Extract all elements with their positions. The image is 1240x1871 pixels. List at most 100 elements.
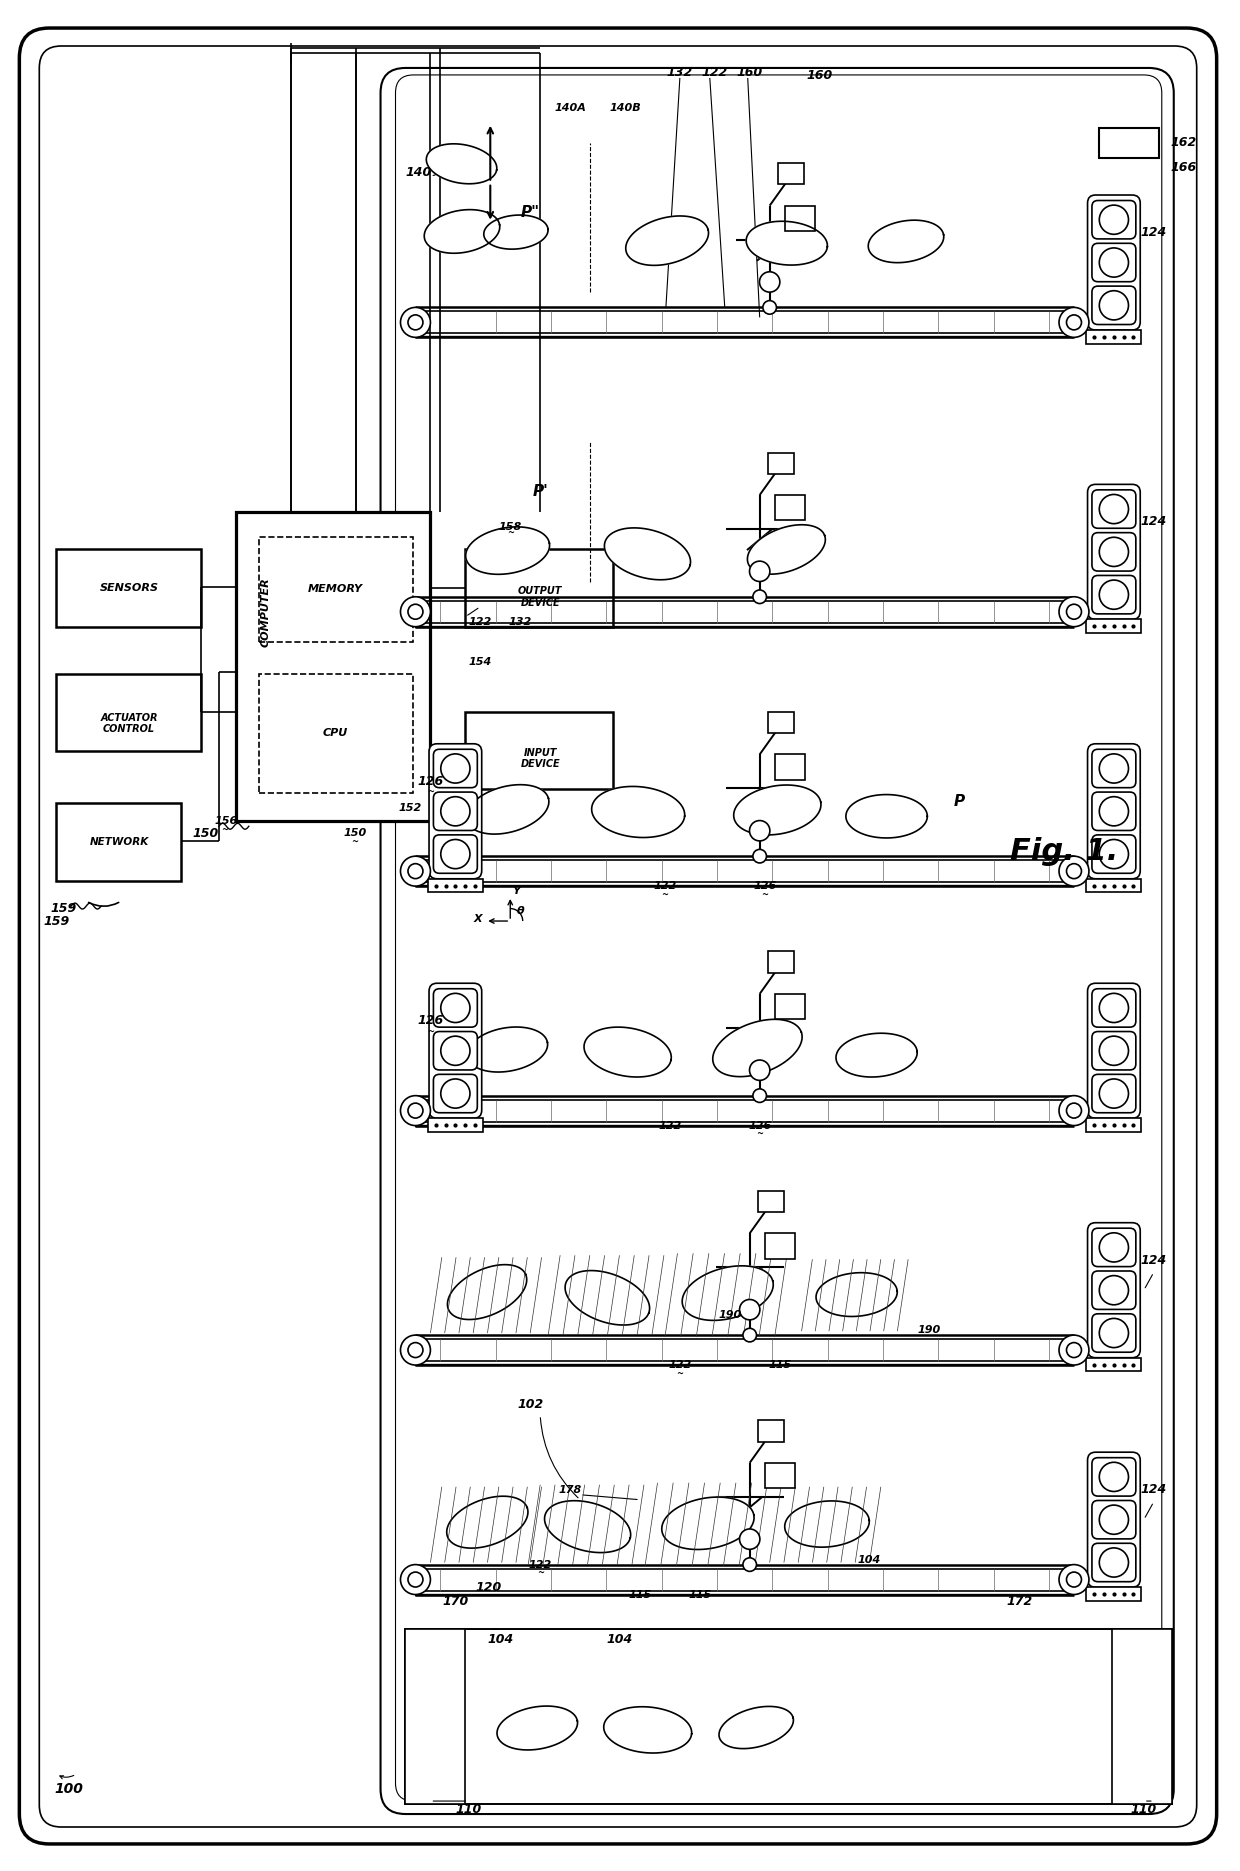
Text: 159: 159 xyxy=(43,915,69,928)
Polygon shape xyxy=(604,528,691,580)
Circle shape xyxy=(1100,1319,1128,1347)
Text: ~: ~ xyxy=(351,836,358,846)
Circle shape xyxy=(401,1564,430,1594)
Text: 160: 160 xyxy=(806,69,833,82)
Text: 122: 122 xyxy=(668,1360,692,1370)
Text: 158: 158 xyxy=(498,522,522,531)
Polygon shape xyxy=(497,1706,578,1749)
Text: MEMORY: MEMORY xyxy=(308,584,363,593)
Text: Fig. 1.: Fig. 1. xyxy=(1009,836,1118,866)
Bar xyxy=(465,711,613,790)
Circle shape xyxy=(1066,1572,1081,1587)
Text: 124: 124 xyxy=(1141,1254,1167,1267)
Text: SENSORS: SENSORS xyxy=(99,582,159,593)
Polygon shape xyxy=(427,144,497,183)
FancyBboxPatch shape xyxy=(1092,200,1136,239)
Text: P: P xyxy=(954,793,965,808)
Circle shape xyxy=(1100,494,1128,524)
Polygon shape xyxy=(448,1265,527,1319)
Circle shape xyxy=(1100,840,1128,868)
FancyBboxPatch shape xyxy=(1087,195,1141,329)
Text: P": P" xyxy=(521,206,539,221)
Text: 140B: 140B xyxy=(609,103,641,112)
Polygon shape xyxy=(719,1706,794,1749)
Polygon shape xyxy=(785,1501,869,1547)
FancyBboxPatch shape xyxy=(1092,1031,1136,1070)
Circle shape xyxy=(1100,1547,1128,1577)
Bar xyxy=(1086,1358,1141,1371)
Bar xyxy=(1086,1587,1141,1602)
Polygon shape xyxy=(746,221,827,266)
Circle shape xyxy=(1100,994,1128,1023)
Bar xyxy=(765,1463,795,1487)
Text: ~: ~ xyxy=(427,1027,434,1035)
Circle shape xyxy=(763,301,776,314)
Bar xyxy=(768,713,794,733)
Bar xyxy=(465,548,613,627)
Text: 102: 102 xyxy=(517,1398,543,1411)
Polygon shape xyxy=(584,1027,671,1078)
Circle shape xyxy=(408,1104,423,1119)
Bar xyxy=(405,1630,465,1804)
FancyBboxPatch shape xyxy=(1087,485,1141,619)
Circle shape xyxy=(1100,1080,1128,1108)
Text: 110: 110 xyxy=(1131,1802,1157,1815)
Circle shape xyxy=(1100,1504,1128,1534)
Text: 150: 150 xyxy=(192,827,219,840)
FancyBboxPatch shape xyxy=(1092,243,1136,283)
Bar xyxy=(758,1192,784,1212)
Text: 156: 156 xyxy=(215,816,238,827)
Text: 110: 110 xyxy=(455,1802,481,1815)
Circle shape xyxy=(1066,1343,1081,1358)
Text: 104: 104 xyxy=(606,1633,634,1646)
Text: 170: 170 xyxy=(443,1594,469,1607)
Circle shape xyxy=(1100,754,1128,784)
FancyBboxPatch shape xyxy=(1092,834,1136,874)
Text: NETWORK: NETWORK xyxy=(89,836,149,848)
FancyBboxPatch shape xyxy=(434,834,477,874)
Circle shape xyxy=(401,597,430,627)
FancyBboxPatch shape xyxy=(1092,1227,1136,1267)
Polygon shape xyxy=(466,528,549,574)
Bar xyxy=(775,754,805,780)
Text: ~: ~ xyxy=(485,1590,492,1600)
Text: OUTPUT
DEVICE: OUTPUT DEVICE xyxy=(518,586,563,608)
Text: 159: 159 xyxy=(50,902,77,915)
Text: 122: 122 xyxy=(653,881,677,891)
FancyBboxPatch shape xyxy=(1092,1270,1136,1310)
Circle shape xyxy=(1100,1233,1128,1263)
FancyBboxPatch shape xyxy=(434,988,477,1027)
FancyBboxPatch shape xyxy=(434,791,477,831)
Circle shape xyxy=(401,1336,430,1366)
Bar xyxy=(775,496,805,520)
Bar xyxy=(775,994,805,1020)
Text: 115: 115 xyxy=(768,1360,791,1370)
Text: 140A: 140A xyxy=(554,103,587,112)
Bar xyxy=(758,1420,784,1443)
Text: 126: 126 xyxy=(753,881,776,891)
Text: 122: 122 xyxy=(702,67,728,79)
FancyBboxPatch shape xyxy=(429,745,481,879)
Polygon shape xyxy=(467,1027,548,1072)
Circle shape xyxy=(440,994,470,1023)
FancyBboxPatch shape xyxy=(1092,1074,1136,1113)
Text: 154: 154 xyxy=(469,657,492,666)
Circle shape xyxy=(1100,290,1128,320)
Text: 126: 126 xyxy=(748,1121,771,1130)
Text: 152: 152 xyxy=(399,803,422,814)
Circle shape xyxy=(743,1328,756,1342)
Circle shape xyxy=(1066,604,1081,619)
Circle shape xyxy=(1100,537,1128,567)
FancyBboxPatch shape xyxy=(1092,533,1136,571)
Bar xyxy=(405,1630,1172,1804)
Circle shape xyxy=(1059,857,1089,887)
Text: ~: ~ xyxy=(537,1568,543,1577)
Circle shape xyxy=(753,1089,766,1102)
Text: 162: 162 xyxy=(1171,137,1197,150)
FancyBboxPatch shape xyxy=(434,748,477,788)
Polygon shape xyxy=(424,210,500,253)
Circle shape xyxy=(753,589,766,604)
FancyBboxPatch shape xyxy=(1092,1313,1136,1353)
Polygon shape xyxy=(868,221,944,262)
Bar xyxy=(1086,879,1141,892)
